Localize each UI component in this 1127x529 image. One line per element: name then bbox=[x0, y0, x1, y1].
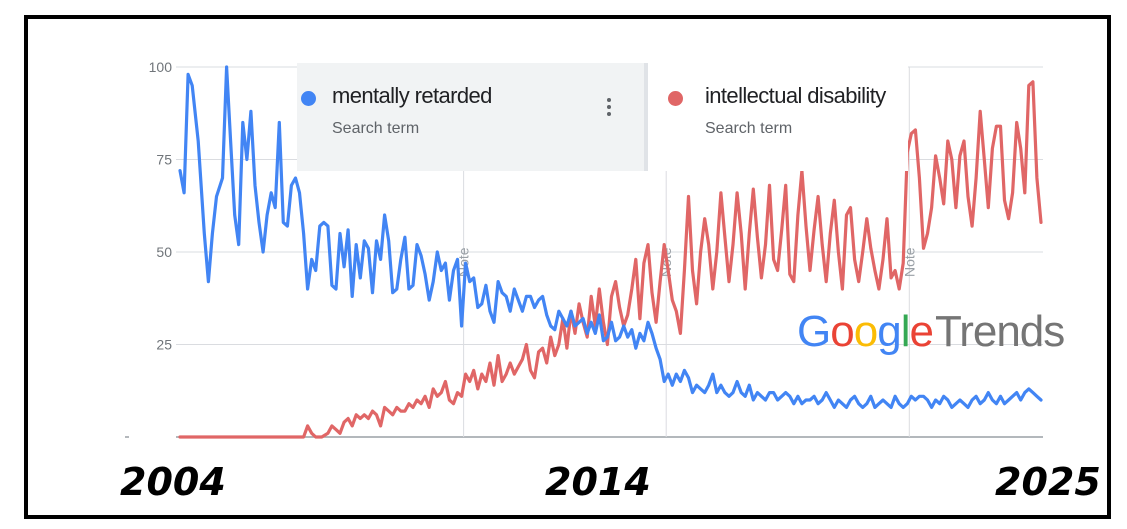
google-trends-logo: GoogleTrends bbox=[797, 307, 1065, 356]
y-axis-ticks: 100 75 50 25 bbox=[149, 59, 173, 353]
series-color-dot bbox=[301, 91, 316, 106]
series-line-mentally-retarded bbox=[178, 65, 1043, 409]
legend-term-label: intellectual disability bbox=[705, 83, 886, 108]
series-lines bbox=[178, 65, 1043, 439]
legend-term-label: mentally retarded bbox=[332, 83, 492, 108]
more-vert-icon[interactable] bbox=[607, 98, 613, 119]
legend-item-mentally-retarded[interactable]: mentally retarded Search term bbox=[297, 63, 648, 171]
legend-term-type: Search term bbox=[705, 120, 793, 137]
legend-item-intellectual-disability[interactable]: intellectual disability Search term bbox=[648, 63, 908, 171]
y-tick-label: 100 bbox=[149, 59, 173, 75]
year-label-end: 2025 bbox=[995, 460, 1101, 504]
series-color-dot bbox=[668, 91, 683, 106]
year-label-start: 2004 bbox=[120, 460, 226, 504]
series-line-intellectual-disability bbox=[178, 80, 1043, 439]
y-tick-label: 75 bbox=[156, 152, 172, 168]
google-wordmark: Google bbox=[797, 307, 934, 356]
y-tick-label: 50 bbox=[156, 244, 172, 260]
year-label-middle: 2014 bbox=[545, 460, 651, 504]
y-tick-label: 25 bbox=[156, 337, 172, 353]
note-label[interactable]: Note bbox=[901, 247, 917, 277]
legend-term-type: Search term bbox=[332, 120, 420, 137]
trends-wordmark: Trends bbox=[934, 307, 1065, 356]
